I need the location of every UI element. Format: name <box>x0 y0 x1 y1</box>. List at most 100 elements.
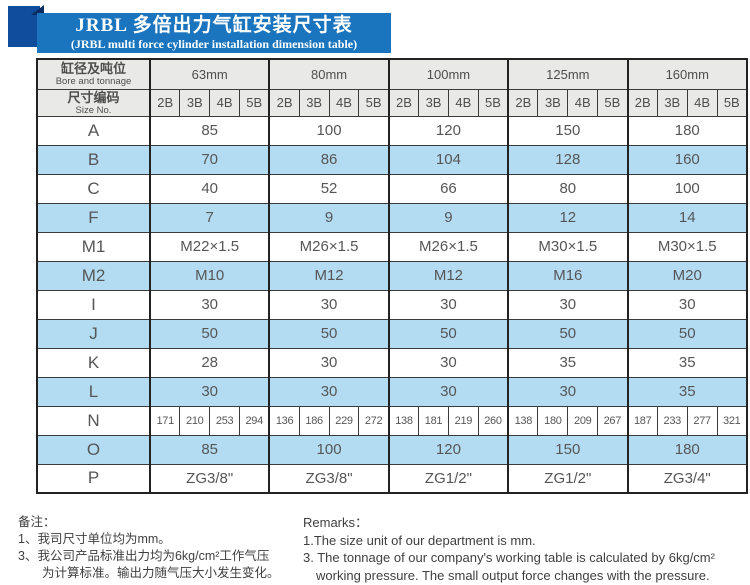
cell-P-2: ZG1/2" <box>387 463 509 494</box>
cell-C-2: 66 <box>387 173 509 204</box>
row-label: M1 <box>36 231 151 262</box>
cell-M2-3: M16 <box>507 260 629 291</box>
cell-N-19: 321 <box>716 405 748 436</box>
cell-N-18: 277 <box>686 405 718 436</box>
col-code: 3B <box>418 88 449 117</box>
cell-P-0: ZG3/8" <box>148 463 270 494</box>
cell-B-2: 104 <box>387 144 509 175</box>
col-code: 5B <box>477 88 509 117</box>
table-row-A: A 85 100 120 150 180 <box>36 115 748 146</box>
cell-M1-3: M30×1.5 <box>507 231 629 262</box>
row-label: K <box>36 347 151 378</box>
row-label: P <box>36 463 151 494</box>
notes-en-heading: Remarks： <box>303 515 369 530</box>
cell-K-0: 28 <box>148 347 270 378</box>
col-code: 3B <box>537 88 569 117</box>
notes-cn-line2b: 为计算标准。输出力随气压大小发生变化。 <box>42 566 280 580</box>
row-label: M2 <box>36 260 151 291</box>
cell-N-0: 171 <box>149 405 181 436</box>
corner-bore-tonnage: 缸径及吨位 Bore and tonnage <box>36 58 151 90</box>
cell-P-4: ZG3/4" <box>626 463 748 494</box>
cell-O-0: 85 <box>148 434 270 465</box>
cell-M2-0: M10 <box>148 260 270 291</box>
cell-N-9: 181 <box>418 405 449 436</box>
corner-size-no-en: Size No. <box>75 104 112 116</box>
cell-F-2: 9 <box>387 202 509 233</box>
cell-N-4: 136 <box>268 405 300 436</box>
col-group-160mm: 160mm <box>626 58 748 90</box>
col-code: 3B <box>298 88 330 117</box>
col-group-125mm: 125mm <box>507 58 629 90</box>
cell-B-3: 128 <box>507 144 629 175</box>
col-code: 2B <box>626 88 658 117</box>
cell-M1-2: M26×1.5 <box>387 231 509 262</box>
cell-N-12: 138 <box>507 405 539 436</box>
col-code: 4B <box>447 88 479 117</box>
cell-F-0: 7 <box>148 202 270 233</box>
notes-cn: 备注： 1、我司尺寸单位均为mm。 3、我公司产品标准出力均为6kg/cm²工作… <box>18 514 303 582</box>
cell-M1-4: M30×1.5 <box>626 231 748 262</box>
table-row-J: J 50 50 50 50 50 <box>36 318 748 349</box>
cell-N-1: 210 <box>179 405 211 436</box>
col-code: 5B <box>716 88 748 117</box>
page-title-cn: JRBL 多倍出力气缸安装尺寸表 <box>75 15 353 36</box>
table-row-N: N 171 210 253 294 136 186 229 272 138 181 219 260 138… <box>36 405 748 436</box>
table-row-K: K 28 30 30 35 35 <box>36 347 748 378</box>
notes-en-line2: 3. The tonnage of our company's working … <box>303 550 715 565</box>
cell-N-16: 187 <box>626 405 658 436</box>
cell-N-13: 180 <box>537 405 569 436</box>
cell-N-17: 233 <box>656 405 688 436</box>
cell-I-3: 30 <box>507 289 629 320</box>
row-label: I <box>36 289 151 320</box>
cell-N-8: 138 <box>387 405 420 436</box>
table-row-I: I 30 30 30 30 30 <box>36 289 748 320</box>
col-code: 2B <box>268 88 300 117</box>
notes-en-line1: 1.The size unit of our department is mm. <box>303 532 536 548</box>
cell-C-4: 100 <box>626 173 748 204</box>
row-label: N <box>36 405 151 436</box>
table-row-B: B 70 86 104 128 160 <box>36 144 748 175</box>
cell-B-1: 86 <box>268 144 390 175</box>
table-row-P: P ZG3/8" ZG3/8" ZG1/2" ZG1/2" ZG3/4" <box>36 463 748 494</box>
cell-J-3: 50 <box>507 318 629 349</box>
cell-L-0: 30 <box>148 376 270 407</box>
cell-C-1: 52 <box>268 173 390 204</box>
cell-M2-4: M20 <box>626 260 748 291</box>
cell-P-1: ZG3/8" <box>268 463 390 494</box>
col-group-100mm: 100mm <box>387 58 509 90</box>
cell-O-2: 120 <box>387 434 509 465</box>
notes-cn-line2: 3、我公司产品标准出力均为6kg/cm²工作气压 <box>18 549 270 563</box>
cell-K-2: 30 <box>387 347 509 378</box>
cell-A-2: 120 <box>387 115 509 146</box>
cell-A-0: 85 <box>148 115 270 146</box>
cell-K-3: 35 <box>507 347 629 378</box>
corner-size-no-cn: 尺寸编码 <box>67 89 120 105</box>
col-code: 5B <box>239 88 270 117</box>
cell-I-2: 30 <box>387 289 509 320</box>
cell-L-2: 30 <box>387 376 509 407</box>
row-label: J <box>36 318 151 349</box>
notes-cn-line1: 1、我司尺寸单位均为mm。 <box>18 532 171 546</box>
table-row-L: L 30 30 30 30 35 <box>36 376 748 407</box>
col-group-80mm: 80mm <box>268 58 390 90</box>
cell-L-3: 30 <box>507 376 629 407</box>
cell-F-1: 9 <box>268 202 390 233</box>
dimension-table: 缸径及吨位 Bore and tonnage 63mm 80mm 100mm 125m… <box>36 58 748 494</box>
cell-J-4: 50 <box>626 318 748 349</box>
cell-O-4: 180 <box>626 434 748 465</box>
cell-K-4: 35 <box>626 347 748 378</box>
row-label: B <box>36 144 151 175</box>
cell-N-11: 260 <box>477 405 509 436</box>
col-code: 2B <box>507 88 539 117</box>
row-label: F <box>36 202 151 233</box>
cell-N-5: 186 <box>298 405 330 436</box>
title-banner-area: JRBL 多倍出力气缸安装尺寸表 (JRBL multi force cylin… <box>0 0 750 58</box>
row-label: L <box>36 376 151 407</box>
cell-M2-2: M12 <box>387 260 509 291</box>
cell-I-1: 30 <box>268 289 390 320</box>
cell-N-3: 294 <box>239 405 270 436</box>
notes-en-line2b: working pressure. The small output force… <box>316 567 710 583</box>
cell-O-3: 150 <box>507 434 629 465</box>
page-title-en: (JRBL multi force cylinder installation … <box>70 37 358 51</box>
cell-I-4: 30 <box>626 289 748 320</box>
